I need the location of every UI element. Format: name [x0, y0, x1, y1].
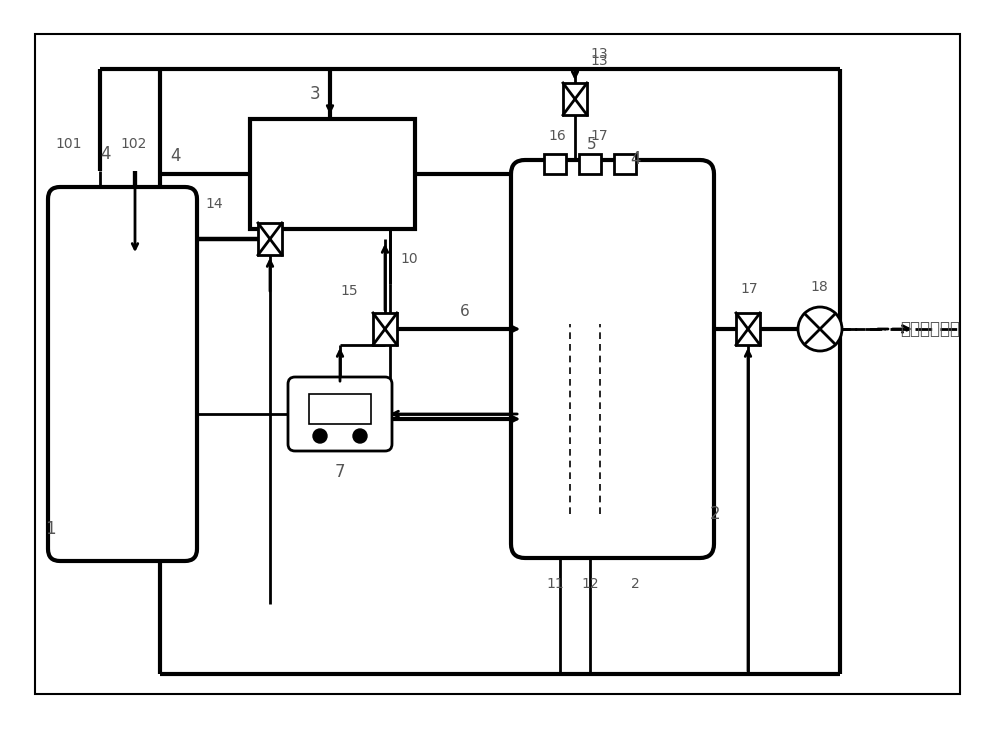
Text: 高压低温冷气: 高压低温冷气	[900, 320, 960, 338]
Bar	[563, 83, 587, 115]
Bar	[579, 154, 601, 174]
Circle shape	[353, 429, 367, 443]
Text: 17: 17	[590, 129, 608, 143]
Circle shape	[798, 307, 842, 351]
FancyBboxPatch shape	[48, 187, 197, 561]
FancyBboxPatch shape	[511, 160, 714, 558]
Text: 102: 102	[120, 137, 146, 151]
Text: 14: 14	[205, 197, 223, 211]
Bar	[373, 313, 397, 345]
Text: 4: 4	[100, 145, 110, 163]
Text: 17: 17	[740, 282, 758, 296]
Text: 5: 5	[587, 136, 597, 152]
Bar	[544, 154, 566, 174]
Text: 13: 13	[590, 47, 608, 61]
Text: 7: 7	[335, 463, 345, 481]
Text: 2: 2	[631, 577, 639, 591]
Text: 18: 18	[810, 280, 828, 294]
Bar	[250, 119, 415, 229]
Text: 1: 1	[45, 520, 56, 538]
FancyBboxPatch shape	[288, 377, 392, 451]
Text: 15: 15	[340, 284, 358, 298]
Text: 12: 12	[581, 577, 599, 591]
Circle shape	[313, 429, 327, 443]
Text: 2: 2	[710, 505, 721, 523]
Text: 16: 16	[548, 129, 566, 143]
Text: 101: 101	[55, 137, 82, 151]
Text: 4: 4	[170, 147, 180, 165]
Text: 4: 4	[630, 150, 640, 168]
Text: 10: 10	[400, 252, 418, 266]
Text: 6: 6	[460, 303, 470, 319]
Bar	[736, 313, 760, 345]
Bar	[309, 394, 371, 424]
Bar	[614, 154, 636, 174]
Text: 13: 13	[590, 54, 608, 68]
Bar	[258, 223, 282, 255]
Text: 11: 11	[546, 577, 564, 591]
Text: 3: 3	[310, 85, 320, 103]
